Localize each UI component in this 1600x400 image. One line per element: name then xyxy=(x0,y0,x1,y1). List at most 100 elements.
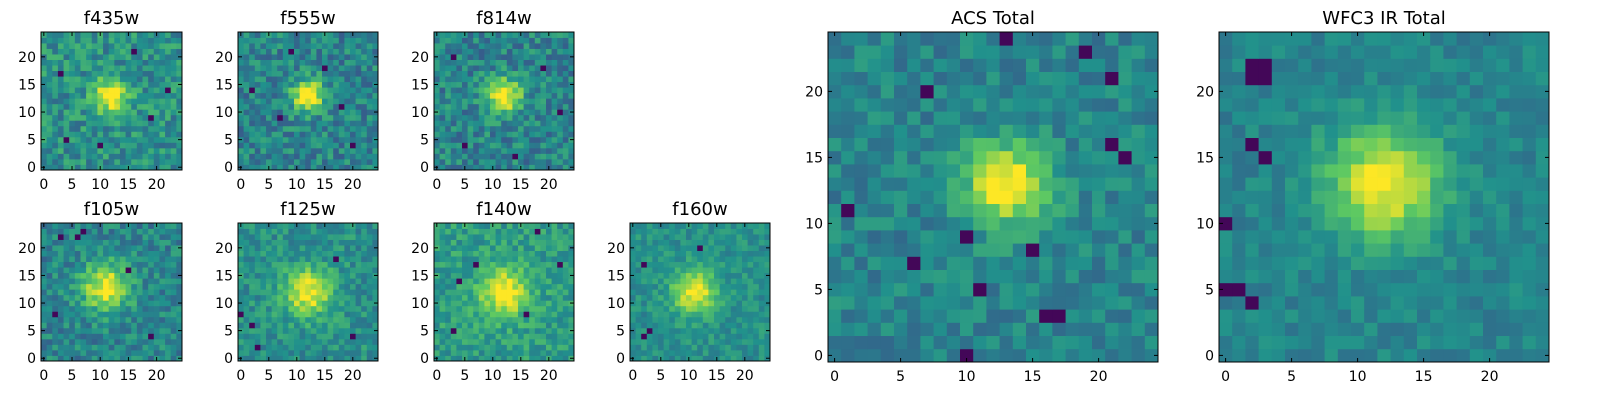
pixel-cell xyxy=(260,54,267,60)
pixel-cell xyxy=(125,327,132,334)
pixel-cell xyxy=(282,54,289,60)
pixel-cell xyxy=(725,316,732,323)
pixel-cell xyxy=(1105,203,1119,218)
pixel-cell xyxy=(148,153,155,160)
pixel-cell xyxy=(907,322,921,336)
pixel-cell xyxy=(495,300,502,307)
pixel-cell xyxy=(69,289,76,296)
pixel-cell xyxy=(1144,190,1159,204)
pixel-cell xyxy=(103,311,110,318)
pixel-cell xyxy=(136,54,143,60)
pixel-cell xyxy=(658,316,664,323)
pixel-cell xyxy=(327,81,334,88)
pixel-cell xyxy=(495,37,502,44)
pixel-cell xyxy=(669,228,676,235)
pixel-cell xyxy=(46,344,53,351)
pixel-cell xyxy=(119,76,126,83)
pixel-cell xyxy=(69,283,76,290)
pixel-cell xyxy=(41,153,48,160)
pixel-cell xyxy=(742,349,748,356)
pixel-cell xyxy=(1012,322,1027,336)
pixel-cell xyxy=(490,48,496,55)
pixel-cell xyxy=(456,283,463,290)
pixel-cell xyxy=(680,267,687,274)
pixel-cell xyxy=(456,250,463,257)
pixel-cell xyxy=(91,305,98,312)
pixel-cell xyxy=(742,305,748,312)
pixel-cell xyxy=(730,316,737,323)
pixel-cell xyxy=(238,349,244,356)
pixel-cell xyxy=(361,283,368,290)
pixel-cell xyxy=(41,98,48,105)
pixel-cell xyxy=(63,120,70,127)
pixel-cell xyxy=(456,54,463,60)
x-tick-label: 0 xyxy=(39,177,48,193)
pixel-cell xyxy=(148,344,155,351)
pixel-cell xyxy=(52,267,59,274)
pixel-cell xyxy=(854,296,868,310)
pixel-cell xyxy=(719,283,726,290)
pixel-cell xyxy=(165,338,172,345)
pixel-cell xyxy=(434,239,440,246)
pixel-cell xyxy=(310,261,317,268)
pixel-cell xyxy=(828,243,842,257)
pixel-cell xyxy=(327,158,334,165)
pixel-cell xyxy=(338,65,345,72)
pixel-cell xyxy=(456,81,463,88)
pixel-cell xyxy=(546,103,552,110)
pixel-cell xyxy=(69,228,76,235)
pixel-cell xyxy=(41,158,48,165)
pixel-cell xyxy=(546,147,552,154)
pixel-cell xyxy=(63,164,70,171)
pixel-cell xyxy=(841,335,855,350)
pixel-cell xyxy=(462,278,468,285)
pixel-cell xyxy=(86,125,93,132)
pixel-cell xyxy=(176,294,183,301)
pixel-cell xyxy=(512,333,519,340)
pixel-cell xyxy=(165,316,172,323)
pixel-cell xyxy=(108,289,115,296)
pixel-cell xyxy=(501,158,508,165)
pixel-cell xyxy=(439,158,446,165)
pixel-cell xyxy=(57,272,64,279)
pixel-cell xyxy=(445,37,452,44)
pixel-cell xyxy=(484,234,491,240)
pixel-cell xyxy=(562,300,569,307)
pixel-cell xyxy=(327,142,334,149)
pixel-cell xyxy=(305,92,312,99)
pixel-cell xyxy=(484,153,491,160)
pixel-cell xyxy=(434,37,440,44)
pixel-cell xyxy=(725,322,732,329)
pixel-cell xyxy=(294,305,300,312)
pixel-cell xyxy=(907,243,921,257)
pixel-cell xyxy=(686,267,692,274)
pixel-cell xyxy=(153,250,160,257)
pixel-cell xyxy=(635,223,642,229)
pixel-cell xyxy=(986,243,1000,257)
pixel-cell xyxy=(933,269,948,284)
pixel-cell xyxy=(450,349,457,356)
pixel-cell xyxy=(294,322,300,329)
pixel-cell xyxy=(57,322,64,329)
pixel-cell xyxy=(316,98,323,105)
pixel-cell xyxy=(57,98,64,105)
pixel-cell xyxy=(131,70,138,77)
pixel-cell xyxy=(260,261,267,268)
pixel-cell xyxy=(80,278,87,285)
pixel-cell xyxy=(249,333,256,340)
pixel-cell xyxy=(456,147,463,154)
pixel-cell xyxy=(445,278,452,285)
pixel-cell xyxy=(91,87,98,94)
pixel-cell xyxy=(119,344,126,351)
pixel-cell xyxy=(350,81,356,88)
pixel-cell xyxy=(1012,164,1027,178)
pixel-cell xyxy=(125,322,132,329)
pixel-cell xyxy=(108,278,115,285)
pixel-cell xyxy=(490,228,496,235)
pixel-cell xyxy=(333,344,340,351)
pixel-cell xyxy=(305,322,312,329)
pixel-cell xyxy=(714,300,720,307)
pixel-cell xyxy=(495,65,502,72)
pixel-cell xyxy=(635,289,642,296)
pixel-cell xyxy=(828,190,842,204)
